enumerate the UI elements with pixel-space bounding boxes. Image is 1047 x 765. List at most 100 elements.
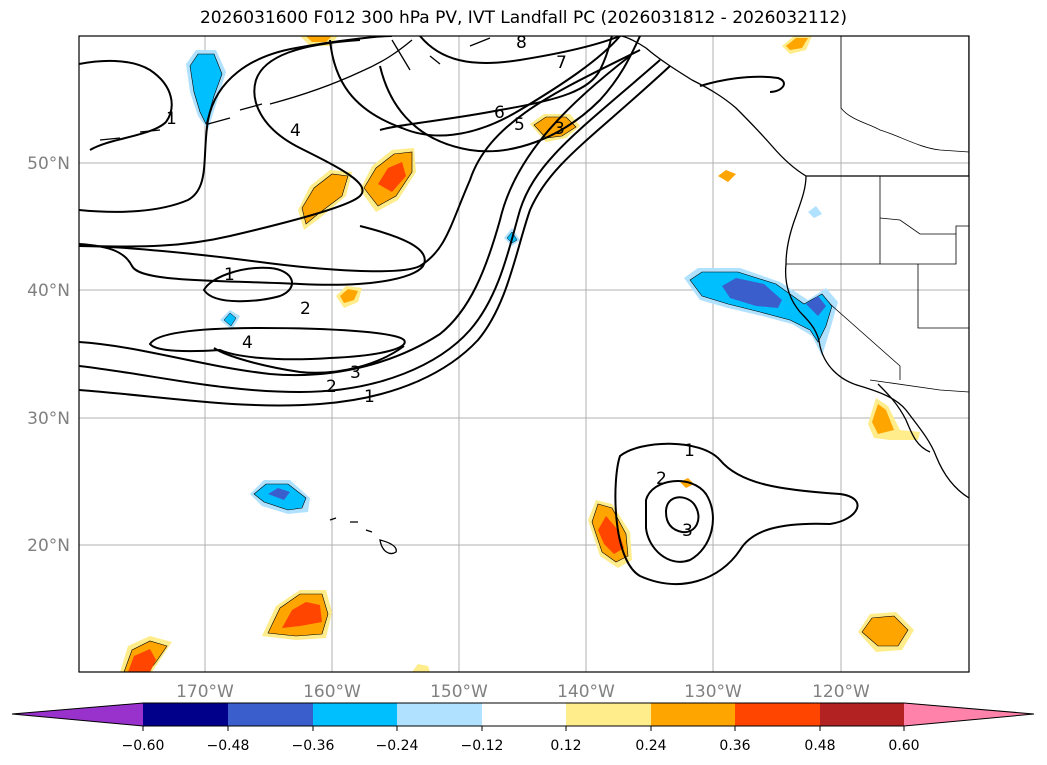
contour-label: 8 bbox=[516, 33, 527, 53]
contour-label: 7 bbox=[556, 53, 567, 73]
ivt-blob bbox=[220, 310, 240, 330]
ivt-blob bbox=[250, 480, 310, 514]
colorbar-bin bbox=[735, 703, 820, 726]
longitude-labels: 170°W 160°W 150°W 140°W 130°W 120°W bbox=[176, 682, 870, 702]
map-content bbox=[79, 36, 969, 672]
ivt-blob bbox=[868, 398, 920, 440]
ivt-blob bbox=[120, 636, 172, 672]
contour-label: 1 bbox=[224, 265, 235, 285]
contour-label: 3 bbox=[554, 119, 565, 139]
ivt-blob bbox=[530, 114, 580, 142]
pv-contour bbox=[79, 55, 631, 377]
contour-label: 2 bbox=[656, 469, 667, 489]
contour-label: 2 bbox=[300, 299, 311, 319]
ivt-blob bbox=[262, 590, 332, 640]
colorbar-tick-label: −0.12 bbox=[461, 738, 504, 754]
lon-label: 130°W bbox=[684, 682, 742, 702]
pv-contour bbox=[614, 442, 859, 585]
colorbar-tick-label: −0.60 bbox=[122, 738, 165, 754]
contour-label: 3 bbox=[682, 521, 693, 541]
contour-label: 2 bbox=[326, 377, 337, 397]
colorbar-ticks bbox=[142, 726, 905, 731]
contour-labels: 1 1 2 3 4 4 5 6 7 8 3 2 1 1 2 3 1 bbox=[166, 33, 695, 541]
colorbar-tick-label: −0.24 bbox=[376, 738, 419, 754]
lat-label: 30°N bbox=[27, 409, 70, 429]
contour-label: 3 bbox=[350, 363, 361, 383]
pv-contour bbox=[202, 266, 293, 303]
ivt-blob bbox=[336, 286, 362, 308]
ivt-blob bbox=[186, 50, 226, 130]
contour-label: 4 bbox=[290, 121, 301, 141]
colorbar-bin bbox=[228, 703, 313, 726]
map-title: 2026031600 F012 300 hPa PV, IVT Landfall… bbox=[199, 8, 847, 28]
lon-label: 140°W bbox=[557, 682, 615, 702]
colorbar-tick-label: 0.12 bbox=[550, 738, 581, 754]
ivt-blob bbox=[360, 148, 416, 212]
ivt-blob bbox=[858, 612, 914, 652]
political-borders bbox=[786, 36, 969, 393]
lon-label: 120°W bbox=[812, 682, 870, 702]
pv-contours bbox=[79, 36, 859, 585]
coastline-islands bbox=[99, 37, 491, 141]
colorbar-tick-label: 0.60 bbox=[888, 738, 919, 754]
contour-label: 1 bbox=[166, 109, 177, 129]
contour-label: 1 bbox=[364, 387, 375, 407]
colorbar-bin bbox=[482, 703, 566, 726]
ivt-positive-shading bbox=[120, 36, 920, 672]
pv-contour bbox=[79, 65, 671, 407]
coastline-baja bbox=[877, 383, 931, 453]
pv-contour bbox=[79, 59, 661, 394]
coastline-hawaii bbox=[329, 517, 397, 555]
colorbar-bin bbox=[651, 703, 735, 726]
pv-contour bbox=[379, 36, 613, 131]
colorbar-bin bbox=[566, 703, 651, 726]
pv-contour bbox=[419, 36, 621, 64]
pv-contour bbox=[148, 326, 406, 361]
ivt-negative-shading bbox=[186, 50, 838, 514]
contour-label: 1 bbox=[684, 441, 695, 461]
lat-label: 20°N bbox=[27, 536, 70, 556]
colorbar: −0.60 −0.48 −0.36 −0.24 −0.12 0.12 0.24 … bbox=[11, 702, 1035, 754]
pv-contour bbox=[79, 39, 364, 248]
coastline-north-america bbox=[619, 36, 969, 499]
map-frame bbox=[78, 35, 970, 673]
lon-label: 150°W bbox=[430, 682, 488, 702]
ivt-blob bbox=[588, 500, 632, 568]
pv-contour bbox=[79, 59, 173, 151]
colorbar-bin bbox=[397, 703, 482, 726]
coastlines bbox=[99, 36, 969, 555]
ivt-blob bbox=[412, 664, 430, 672]
colorbar-tick-label: −0.36 bbox=[292, 738, 335, 754]
colorbar-bin bbox=[820, 703, 904, 726]
pv-contour bbox=[79, 225, 426, 286]
colorbar-under-triangle bbox=[12, 703, 143, 726]
pv-contour bbox=[379, 36, 641, 153]
lon-label: 170°W bbox=[176, 682, 234, 702]
pv-contour bbox=[79, 49, 641, 273]
colorbar-tick-labels: −0.60 −0.48 −0.36 −0.24 −0.12 0.12 0.24 … bbox=[122, 738, 920, 754]
colorbar-bin bbox=[143, 703, 228, 726]
ivt-blob bbox=[718, 170, 736, 182]
ivt-blob bbox=[684, 268, 838, 356]
colorbar-bin bbox=[313, 703, 397, 726]
lat-label: 40°N bbox=[27, 281, 70, 301]
contour-label: 6 bbox=[494, 103, 505, 123]
colorbar-tick-label: 0.48 bbox=[804, 738, 835, 754]
pv-contour bbox=[664, 496, 700, 534]
lat-label: 50°N bbox=[27, 154, 70, 174]
contour-label: 4 bbox=[242, 333, 253, 353]
pv-contour bbox=[213, 345, 405, 374]
colorbar-tick-label: −0.48 bbox=[207, 738, 250, 754]
pv-contour bbox=[329, 36, 621, 137]
colorbar-tick-label: 0.36 bbox=[719, 738, 750, 754]
colorbar-over-triangle bbox=[904, 703, 1034, 726]
latitude-labels: 50°N 40°N 30°N 20°N bbox=[27, 154, 70, 556]
ivt-blob bbox=[782, 36, 812, 54]
ivt-blob bbox=[808, 206, 822, 218]
lon-label: 160°W bbox=[303, 682, 361, 702]
pv-contour bbox=[699, 75, 785, 93]
colorbar-tick-label: 0.24 bbox=[635, 738, 666, 754]
pv-contour bbox=[645, 480, 714, 563]
contour-label: 5 bbox=[514, 115, 525, 135]
